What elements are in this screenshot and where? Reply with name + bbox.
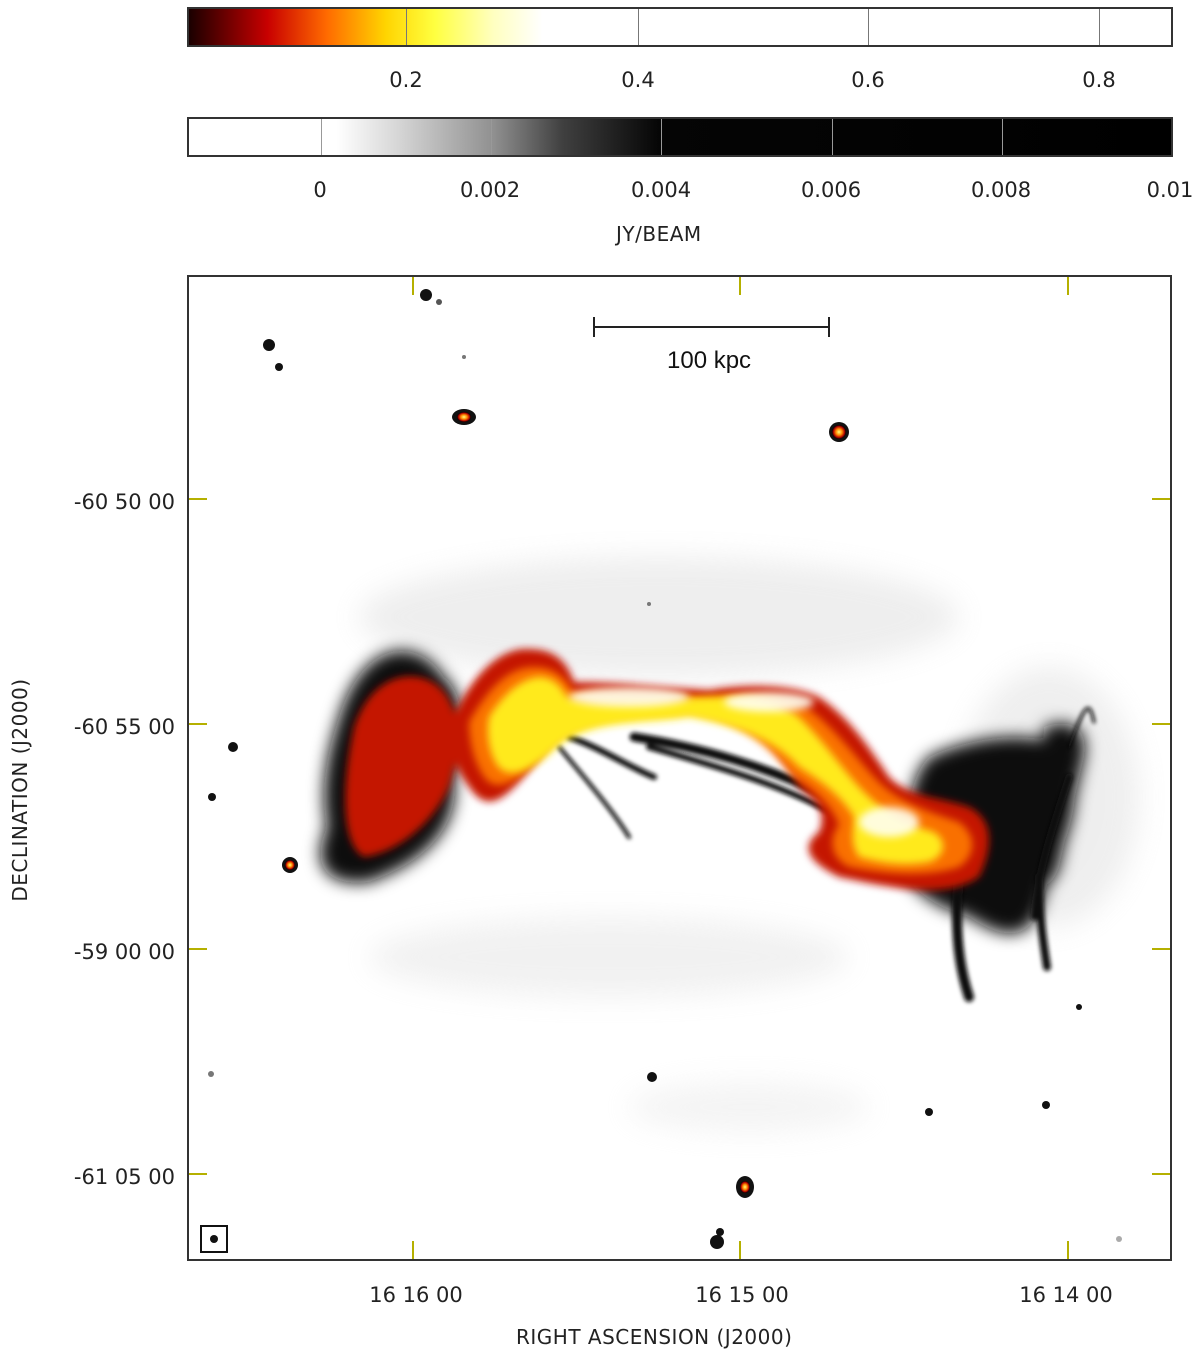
- gray-colorbar-gradient: [189, 119, 1171, 155]
- heat-tick-label: 0.2: [389, 68, 423, 92]
- dec-tick-label: -59 00 00: [73, 940, 175, 964]
- gray-colorbar-tick: [321, 119, 322, 155]
- heat-colorbar-tick: [1099, 9, 1100, 45]
- radio-lobe-core: [569, 687, 919, 837]
- gray-colorbar: [187, 117, 1173, 157]
- ra-tick-label: 16 15 00: [695, 1283, 789, 1307]
- radio-filaments: [557, 706, 1096, 1002]
- heat-tick-label: 0.8: [1082, 68, 1116, 92]
- heat-tick-label: 0.4: [621, 68, 655, 92]
- y-axis-title: DECLINATION (J2000): [8, 678, 32, 902]
- radio-lobe-yellow: [487, 677, 944, 865]
- axis-ticks: [189, 277, 1170, 1259]
- dec-tick-label: -61 05 00: [73, 1165, 175, 1189]
- gray-tick-label: 0.002: [459, 178, 521, 202]
- gray-tick-label: 0.006: [800, 178, 862, 202]
- gray-colorbar-tick: [661, 119, 662, 155]
- ra-tick-label: 16 14 00: [1019, 1283, 1113, 1307]
- scale-bar-label: 100 kpc: [667, 347, 752, 374]
- gray-colorbar-tick: [1002, 119, 1003, 155]
- gray-tick-label: 0.004: [630, 178, 692, 202]
- compact-sources: [282, 409, 849, 1198]
- heat-colorbar-gradient: [189, 9, 1171, 45]
- gray-tick-label: 0: [313, 178, 327, 202]
- radio-image-panel: 100 kpc: [187, 275, 1172, 1261]
- dec-tick-label: -60 50 00: [73, 490, 175, 514]
- scale-bar: [593, 317, 830, 337]
- heat-tick-label: 0.6: [851, 68, 885, 92]
- heat-colorbar: [187, 7, 1173, 47]
- heat-colorbar-tick: [868, 9, 869, 45]
- gray-tick-label: 0.008: [970, 178, 1032, 202]
- ra-tick-label: 16 16 00: [369, 1283, 463, 1307]
- gray-colorbar-tick: [491, 119, 492, 155]
- heat-colorbar-tick: [638, 9, 639, 45]
- x-axis-title: RIGHT ASCENSION (J2000): [516, 1325, 793, 1349]
- gray-tick-label: 0.01: [1146, 178, 1194, 202]
- beam-marker: [200, 1225, 228, 1253]
- gray-colorbar-tick: [832, 119, 833, 155]
- radio-image: [189, 277, 1170, 1259]
- dec-tick-label: -60 55 00: [73, 715, 175, 739]
- heat-colorbar-tick: [406, 9, 407, 45]
- point-sources: [208, 289, 1122, 1249]
- colorbar-unit-label: JY/BEAM: [616, 222, 702, 246]
